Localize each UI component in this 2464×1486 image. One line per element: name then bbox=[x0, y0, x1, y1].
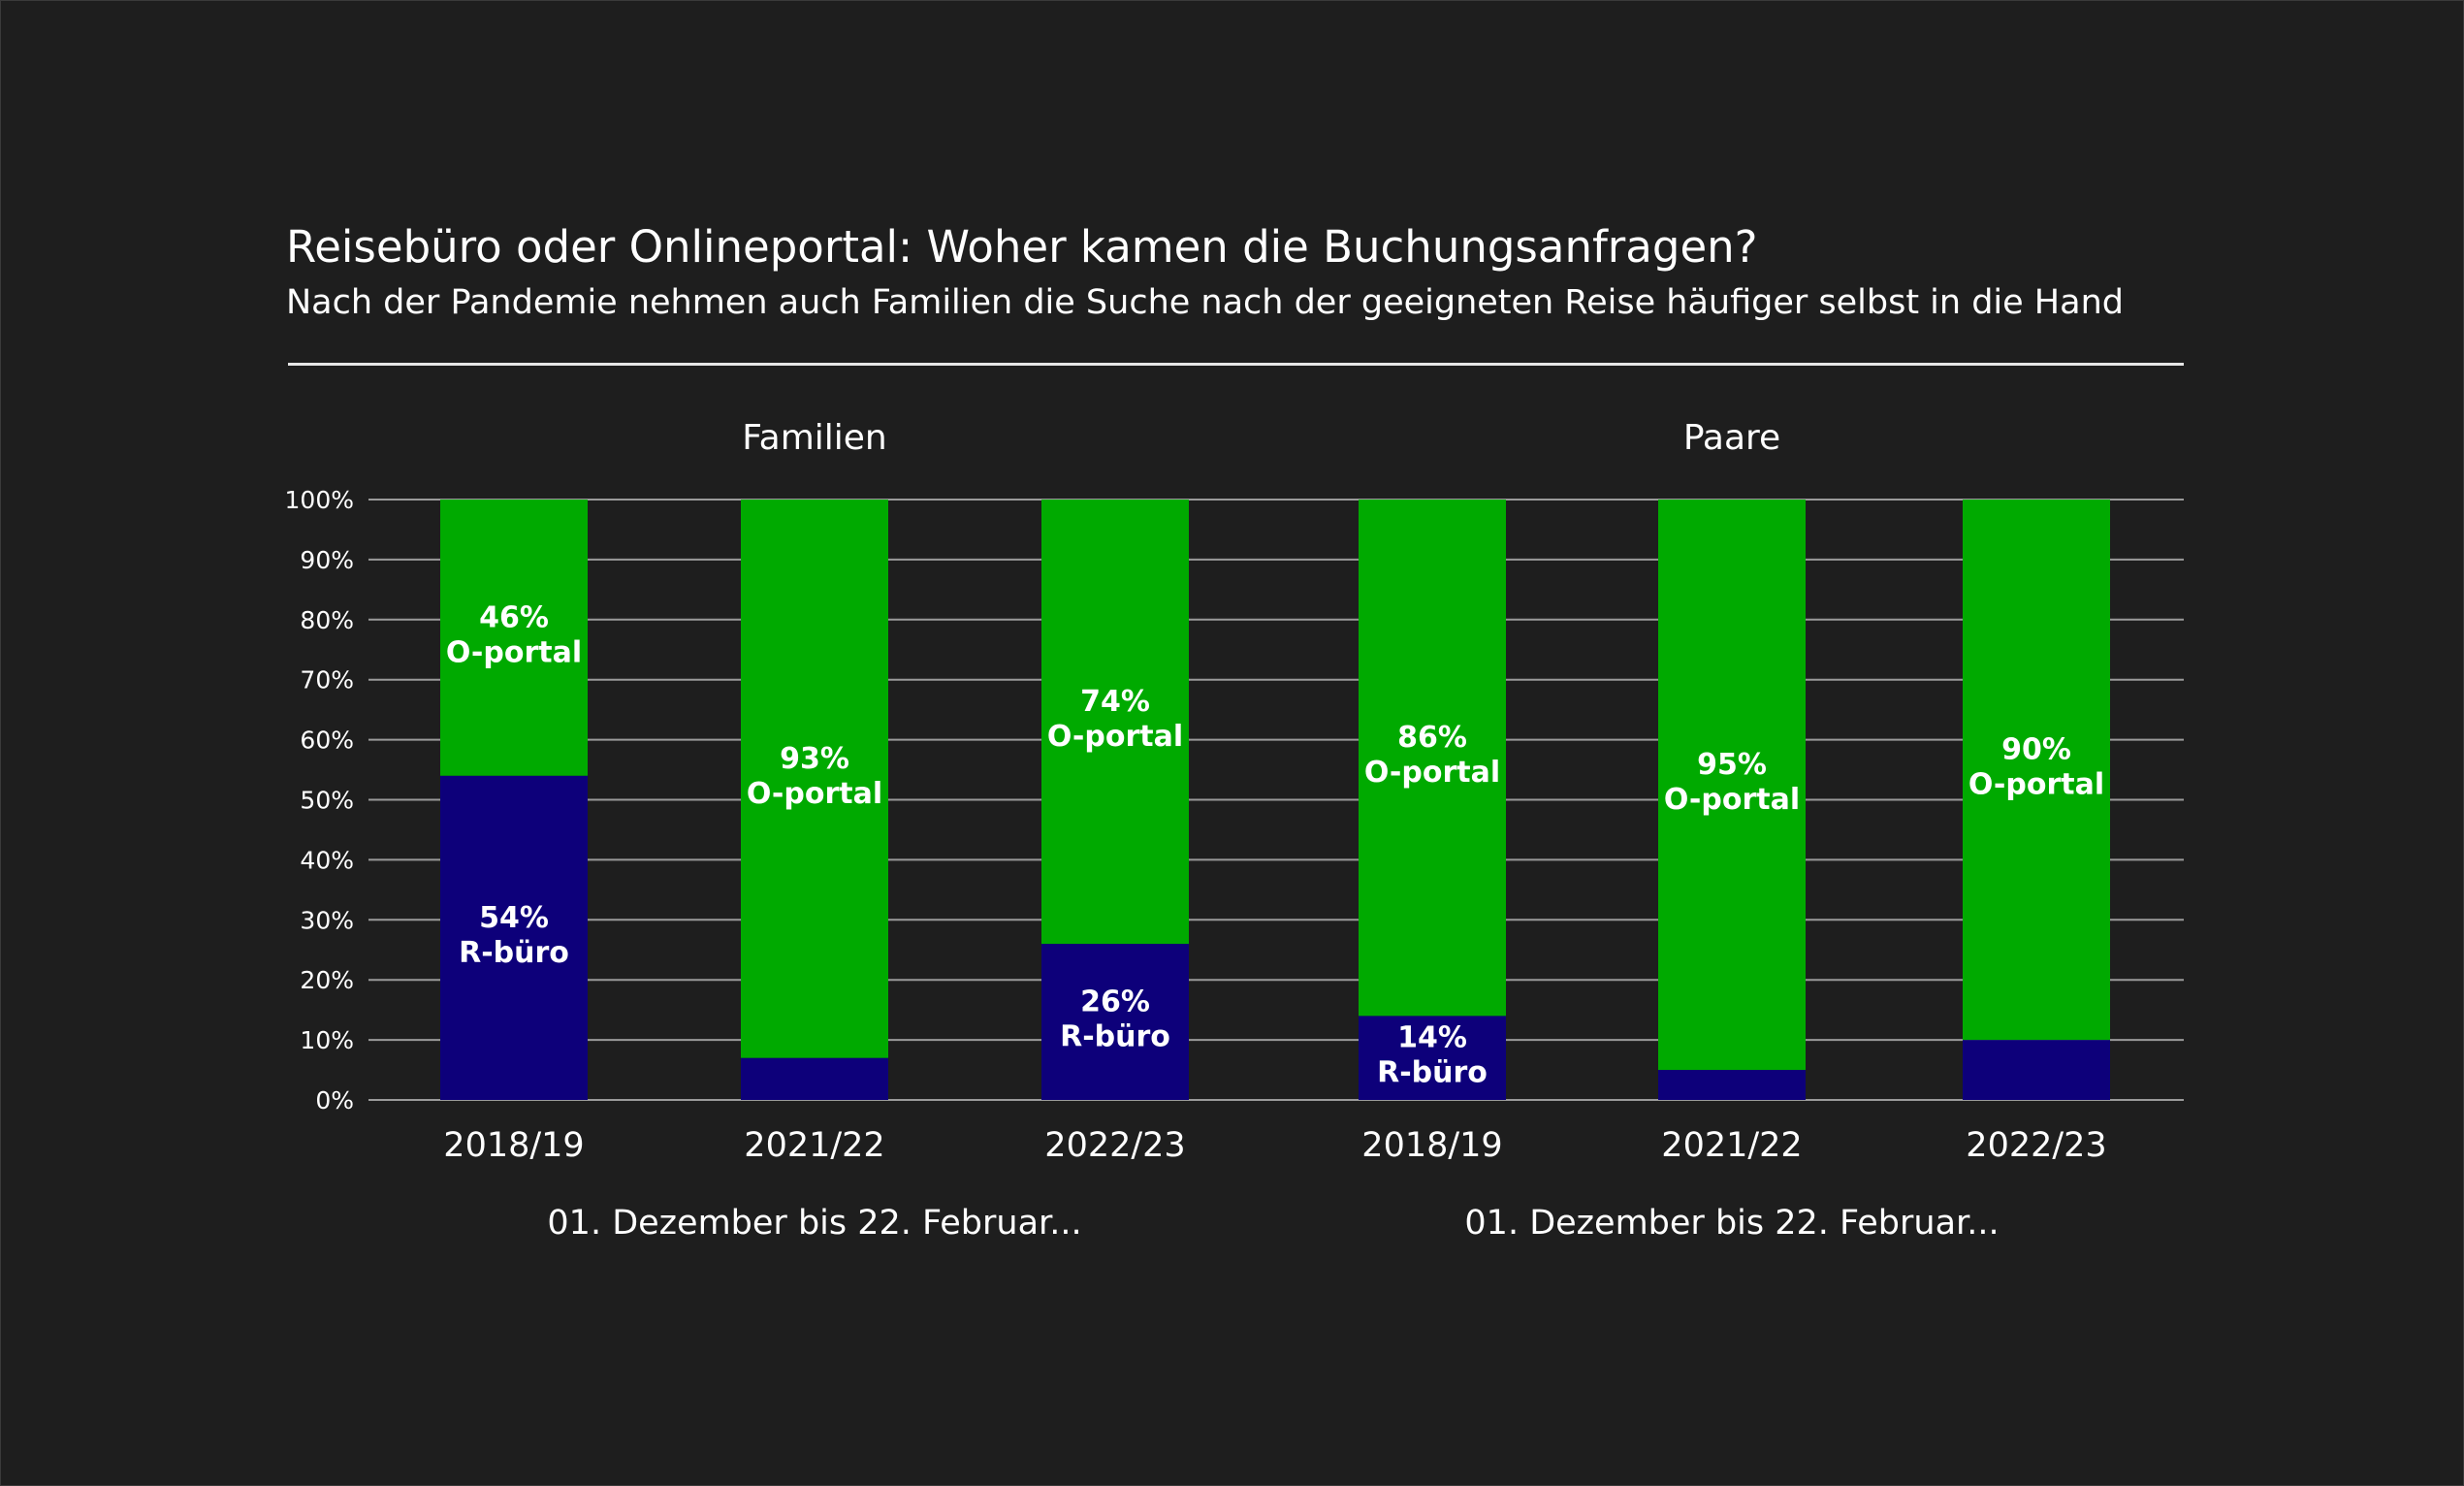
bar-reisebuero bbox=[1658, 1070, 1806, 1100]
y-tick-label: 80% bbox=[300, 606, 354, 634]
group-title: Paare bbox=[1683, 418, 1780, 458]
data-label-reisebuero-line: R-büro bbox=[1060, 1020, 1170, 1054]
group-sublabel: 01. Dezember bis 22. Februar... bbox=[547, 1204, 1081, 1243]
group-sublabel: 01. Dezember bis 22. Februar... bbox=[1464, 1204, 1999, 1243]
x-tick-label: 2022/23 bbox=[1044, 1126, 1185, 1165]
data-label-reisebuero: 26% R-büro bbox=[1060, 985, 1170, 1054]
y-tick-label: 90% bbox=[300, 546, 354, 574]
chart-title: Reisebüro oder Onlineportal: Woher kamen… bbox=[286, 221, 1758, 273]
data-label-online-portal-line: 90% bbox=[2001, 733, 2071, 767]
data-label-online-portal-line: 74% bbox=[1080, 685, 1150, 719]
data-label-online-portal-line: O-portal bbox=[1664, 783, 1800, 817]
y-tick-label: 100% bbox=[285, 486, 354, 514]
data-label-online-portal-line: O-portal bbox=[1364, 756, 1500, 790]
y-tick-label: 60% bbox=[300, 727, 354, 755]
data-label-online-portal-line: O-portal bbox=[1968, 768, 2104, 802]
y-tick-label: 50% bbox=[300, 787, 354, 815]
data-label-online-portal: 93% O-portal bbox=[747, 742, 882, 811]
data-label-reisebuero-line: 54% bbox=[479, 901, 549, 935]
bar-reisebuero bbox=[741, 1057, 888, 1100]
y-tick-label: 20% bbox=[300, 966, 354, 994]
x-tick-label: 2021/22 bbox=[744, 1126, 884, 1165]
x-tick-label: 2018/19 bbox=[443, 1126, 584, 1165]
data-label-online-portal: 46% O-portal bbox=[446, 600, 582, 669]
bar-online-portal bbox=[1658, 500, 1806, 1071]
x-tick-label: 2021/22 bbox=[1661, 1126, 1802, 1165]
data-label-online-portal: 86% O-portal bbox=[1364, 721, 1500, 790]
data-label-online-portal-line: 46% bbox=[479, 600, 549, 634]
bar-reisebuero bbox=[440, 775, 588, 1100]
chart-subtitle: Nach der Pandemie nehmen auch Familien d… bbox=[286, 283, 2124, 322]
data-label-reisebuero-line: R-büro bbox=[459, 936, 569, 970]
y-tick-label: 70% bbox=[300, 666, 354, 695]
data-label-online-portal: 90% O-portal bbox=[1968, 733, 2104, 802]
bar-online-portal bbox=[1041, 500, 1189, 945]
data-label-online-portal-line: 93% bbox=[780, 742, 849, 776]
data-label-online-portal-line: 95% bbox=[1697, 748, 1767, 782]
y-tick-label: 10% bbox=[300, 1026, 354, 1054]
y-tick-label: 0% bbox=[315, 1086, 354, 1114]
x-tick-label: 2018/19 bbox=[1361, 1126, 1502, 1165]
data-label-online-portal-line: O-portal bbox=[446, 635, 582, 669]
bar-online-portal bbox=[741, 500, 888, 1058]
y-tick-label: 40% bbox=[300, 846, 354, 874]
data-label-online-portal-line: O-portal bbox=[747, 777, 882, 811]
bar-online-portal bbox=[1359, 500, 1506, 1017]
bar-reisebuero bbox=[1041, 944, 1189, 1100]
group-title: Familien bbox=[742, 418, 887, 458]
data-label-reisebuero: 14% R-büro bbox=[1377, 1021, 1488, 1090]
data-label-reisebuero: 54% R-büro bbox=[459, 901, 569, 970]
data-label-online-portal: 74% O-portal bbox=[1047, 685, 1183, 754]
x-tick-label: 2022/23 bbox=[1966, 1126, 2106, 1165]
data-label-online-portal: 95% O-portal bbox=[1664, 748, 1800, 817]
bar-online-portal bbox=[1963, 500, 2110, 1041]
y-tick-label: 30% bbox=[300, 906, 354, 934]
bar-reisebuero bbox=[1359, 1016, 1506, 1100]
data-label-reisebuero-line: 14% bbox=[1397, 1021, 1467, 1055]
data-label-reisebuero-line: 26% bbox=[1080, 985, 1150, 1019]
bar-online-portal bbox=[440, 500, 588, 776]
bar-reisebuero bbox=[1963, 1040, 2110, 1100]
data-label-reisebuero-line: R-büro bbox=[1377, 1056, 1488, 1090]
data-label-online-portal-line: O-portal bbox=[1047, 720, 1183, 754]
title-divider bbox=[288, 363, 2184, 366]
data-label-online-portal-line: 86% bbox=[1397, 721, 1467, 755]
